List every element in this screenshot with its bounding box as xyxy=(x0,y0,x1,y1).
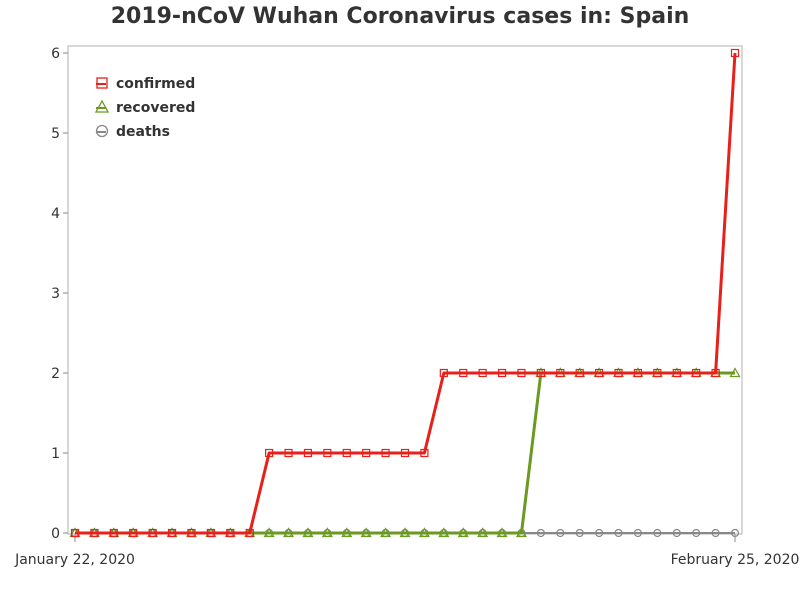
data-point-confirmed xyxy=(303,448,313,458)
data-point-confirmed xyxy=(284,448,293,458)
data-point-deaths xyxy=(730,528,740,538)
data-point-deaths xyxy=(653,528,662,538)
data-point-deaths xyxy=(633,528,643,538)
data-point-confirmed xyxy=(362,448,371,458)
data-point-confirmed xyxy=(70,528,80,538)
data-point-confirmed xyxy=(459,368,468,378)
data-point-deaths xyxy=(536,528,545,538)
data-point-confirmed xyxy=(556,368,565,378)
data-point-confirmed xyxy=(400,448,410,458)
y-tick-label: 0 xyxy=(51,526,60,542)
x-axis: January 22, 2020 February 25, 2020 xyxy=(14,534,799,568)
data-point-confirmed xyxy=(342,448,351,458)
data-point-confirmed xyxy=(575,368,584,378)
data-point-deaths xyxy=(711,528,720,538)
data-point-recovered xyxy=(729,367,741,378)
data-point-deaths xyxy=(614,528,623,538)
y-axis: 0 1 2 3 4 5 6 xyxy=(51,46,68,542)
data-point-confirmed xyxy=(614,368,623,378)
data-point-confirmed xyxy=(245,528,254,538)
data-point-recovered xyxy=(263,527,275,538)
plot-area xyxy=(67,45,743,535)
data-point-confirmed xyxy=(478,368,487,378)
data-point-recovered xyxy=(283,527,295,538)
data-point-recovered xyxy=(438,527,450,538)
data-point-confirmed xyxy=(323,448,332,458)
y-tick-label: 3 xyxy=(51,286,60,302)
data-point-confirmed xyxy=(167,528,177,538)
data-point-recovered xyxy=(302,527,314,538)
data-point-confirmed xyxy=(90,528,99,538)
legend-marker xyxy=(94,99,110,113)
y-tick-label: 6 xyxy=(51,46,60,62)
data-point-confirmed xyxy=(109,528,118,538)
data-point-recovered xyxy=(418,527,430,538)
data-point-confirmed xyxy=(226,528,235,538)
plot-border xyxy=(67,45,743,535)
data-point-recovered xyxy=(380,527,392,538)
data-point-confirmed xyxy=(206,528,215,538)
data-point-recovered xyxy=(399,527,411,538)
data-point-confirmed xyxy=(711,368,720,378)
data-point-confirmed xyxy=(653,368,662,378)
data-point-confirmed xyxy=(672,368,681,378)
data-point-confirmed xyxy=(381,448,390,458)
data-point-confirmed xyxy=(536,368,545,378)
data-point-deaths xyxy=(595,528,604,538)
data-point-confirmed xyxy=(148,528,157,538)
legend-circle-icon xyxy=(95,124,109,138)
data-point-recovered xyxy=(360,527,372,538)
data-point-deaths xyxy=(692,528,701,538)
legend-marker xyxy=(96,77,108,89)
legend-square-icon xyxy=(96,77,108,89)
legend-label-confirmed: confirmed xyxy=(116,76,195,92)
legend-triangle-icon xyxy=(94,99,110,113)
series-line-confirmed xyxy=(75,52,737,535)
series-layer xyxy=(69,48,741,538)
data-point-recovered xyxy=(477,527,489,538)
chart-title: 2019-nCoV Wuhan Coronavirus cases in: Sp… xyxy=(111,4,690,29)
data-point-deaths xyxy=(575,528,584,538)
data-point-confirmed xyxy=(129,528,138,538)
data-point-confirmed xyxy=(420,448,429,458)
data-point-recovered xyxy=(515,527,527,538)
data-point-confirmed xyxy=(633,368,643,378)
y-tick-label: 4 xyxy=(51,206,60,222)
data-point-confirmed xyxy=(187,528,196,538)
data-point-confirmed xyxy=(730,48,740,58)
series-confirmed xyxy=(70,48,740,538)
data-point-confirmed xyxy=(595,368,604,378)
data-point-recovered xyxy=(341,527,353,538)
y-tick-label: 2 xyxy=(51,366,60,382)
legend-label-deaths: deaths xyxy=(116,124,170,140)
data-point-recovered xyxy=(321,527,333,538)
x-tick-label: February 25, 2020 xyxy=(671,552,800,568)
data-point-confirmed xyxy=(517,368,526,378)
data-point-confirmed xyxy=(497,368,507,378)
data-point-confirmed xyxy=(439,368,448,378)
data-point-deaths xyxy=(672,528,681,538)
data-point-confirmed xyxy=(265,448,274,458)
legend-marker xyxy=(95,124,109,138)
legend-label-recovered: recovered xyxy=(116,100,195,116)
y-tick-label: 5 xyxy=(51,126,60,142)
data-point-deaths xyxy=(556,528,565,538)
x-tick-label: January 22, 2020 xyxy=(14,552,135,568)
data-point-recovered xyxy=(496,527,508,538)
y-tick-label: 1 xyxy=(51,446,60,462)
legend: confirmed recovered deaths xyxy=(94,76,195,140)
data-point-confirmed xyxy=(692,368,701,378)
data-point-recovered xyxy=(457,527,469,538)
